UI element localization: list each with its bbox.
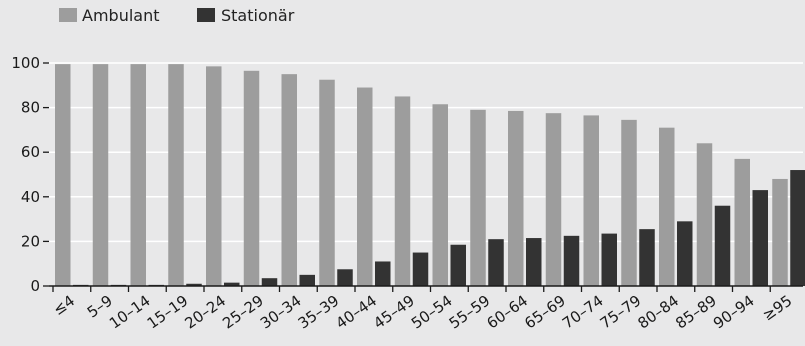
- bar-stationaer: [677, 221, 693, 286]
- x-tick-label: 90–94: [710, 292, 758, 333]
- x-tick-label: 55–59: [446, 292, 494, 333]
- x-tick-label: ≥95: [759, 292, 795, 325]
- bar-ambulant: [243, 70, 260, 287]
- bar-stationaer: [337, 269, 353, 286]
- bar-ambulant: [508, 110, 524, 286]
- bar-ambulant: [55, 64, 71, 287]
- y-tick-label: 60: [21, 143, 40, 161]
- bar-ambulant: [281, 74, 297, 287]
- legend-swatch-ambulant: [59, 8, 77, 22]
- x-tick-label: 30–34: [257, 292, 305, 333]
- bar-stationaer: [488, 239, 504, 286]
- legend-label-ambulant: Ambulant: [82, 6, 160, 25]
- bar-ambulant: [357, 87, 373, 286]
- bars: [55, 64, 805, 287]
- x-tick-label: 80–84: [634, 292, 682, 333]
- y-tick-label: 80: [21, 99, 40, 117]
- bar-ambulant: [92, 64, 109, 287]
- y-tick-label: 100: [11, 54, 40, 72]
- bar-ambulant: [130, 64, 146, 287]
- bar-stationaer: [639, 229, 655, 286]
- bar-ambulant: [206, 66, 222, 286]
- bar-stationaer: [526, 238, 542, 286]
- bar-ambulant: [168, 64, 184, 287]
- bar-ambulant: [659, 127, 675, 286]
- x-tick-label: 65–69: [521, 292, 569, 333]
- bar-ambulant: [621, 119, 637, 287]
- bar-ambulant: [319, 79, 335, 286]
- bar-stationaer: [790, 170, 805, 286]
- legend-swatch-stationaer: [197, 8, 215, 22]
- bar-stationaer: [412, 252, 429, 286]
- x-tick-label: 50–54: [408, 292, 456, 333]
- x-tick-label: 10–14: [106, 292, 154, 333]
- x-axis-ticks: ≤4 5–910–1415–1920–2425–2930–3435–3940–44…: [50, 286, 795, 333]
- y-tick-label: 20: [21, 232, 40, 250]
- x-tick-label: 40–44: [332, 292, 380, 333]
- y-tick-label: 0: [30, 277, 40, 295]
- bar-stationaer: [375, 261, 391, 286]
- bar-ambulant: [583, 115, 599, 286]
- bar-ambulant: [696, 143, 713, 286]
- legend: Ambulant Stationär: [59, 6, 295, 25]
- legend-label-stationaer: Stationär: [221, 6, 295, 25]
- bar-stationaer: [714, 205, 731, 286]
- x-tick-label: 60–64: [483, 292, 531, 333]
- bar-ambulant: [470, 109, 486, 286]
- bar-ambulant: [772, 178, 788, 286]
- bar-stationaer: [299, 274, 315, 286]
- bar-stationaer: [601, 233, 617, 286]
- bar-stationaer: [450, 244, 466, 286]
- x-tick-label: 70–74: [559, 292, 607, 333]
- bar-stationaer: [224, 282, 240, 286]
- bar-stationaer: [261, 278, 278, 286]
- x-tick-label: 35–39: [295, 292, 343, 333]
- x-tick-label: 45–49: [370, 292, 418, 333]
- x-tick-label: 85–89: [672, 292, 720, 333]
- grid-lines: [49, 62, 803, 243]
- x-tick-label: 25–29: [219, 292, 267, 333]
- bar-stationaer: [752, 190, 768, 286]
- bar-ambulant: [734, 158, 750, 286]
- y-axis-ticks: 0 20 40 60 80 100: [11, 54, 49, 295]
- bar-ambulant: [545, 113, 562, 286]
- bar-stationaer: [186, 283, 202, 286]
- bar-ambulant: [432, 104, 448, 286]
- x-tick-label: 75–79: [597, 292, 645, 333]
- bar-stationaer: [563, 235, 580, 286]
- y-tick-label: 40: [21, 188, 40, 206]
- x-tick-label: 20–24: [181, 292, 229, 333]
- x-tick-label: ≤4: [50, 292, 78, 319]
- x-tick-label: 15–19: [144, 292, 192, 333]
- bar-ambulant: [394, 96, 411, 286]
